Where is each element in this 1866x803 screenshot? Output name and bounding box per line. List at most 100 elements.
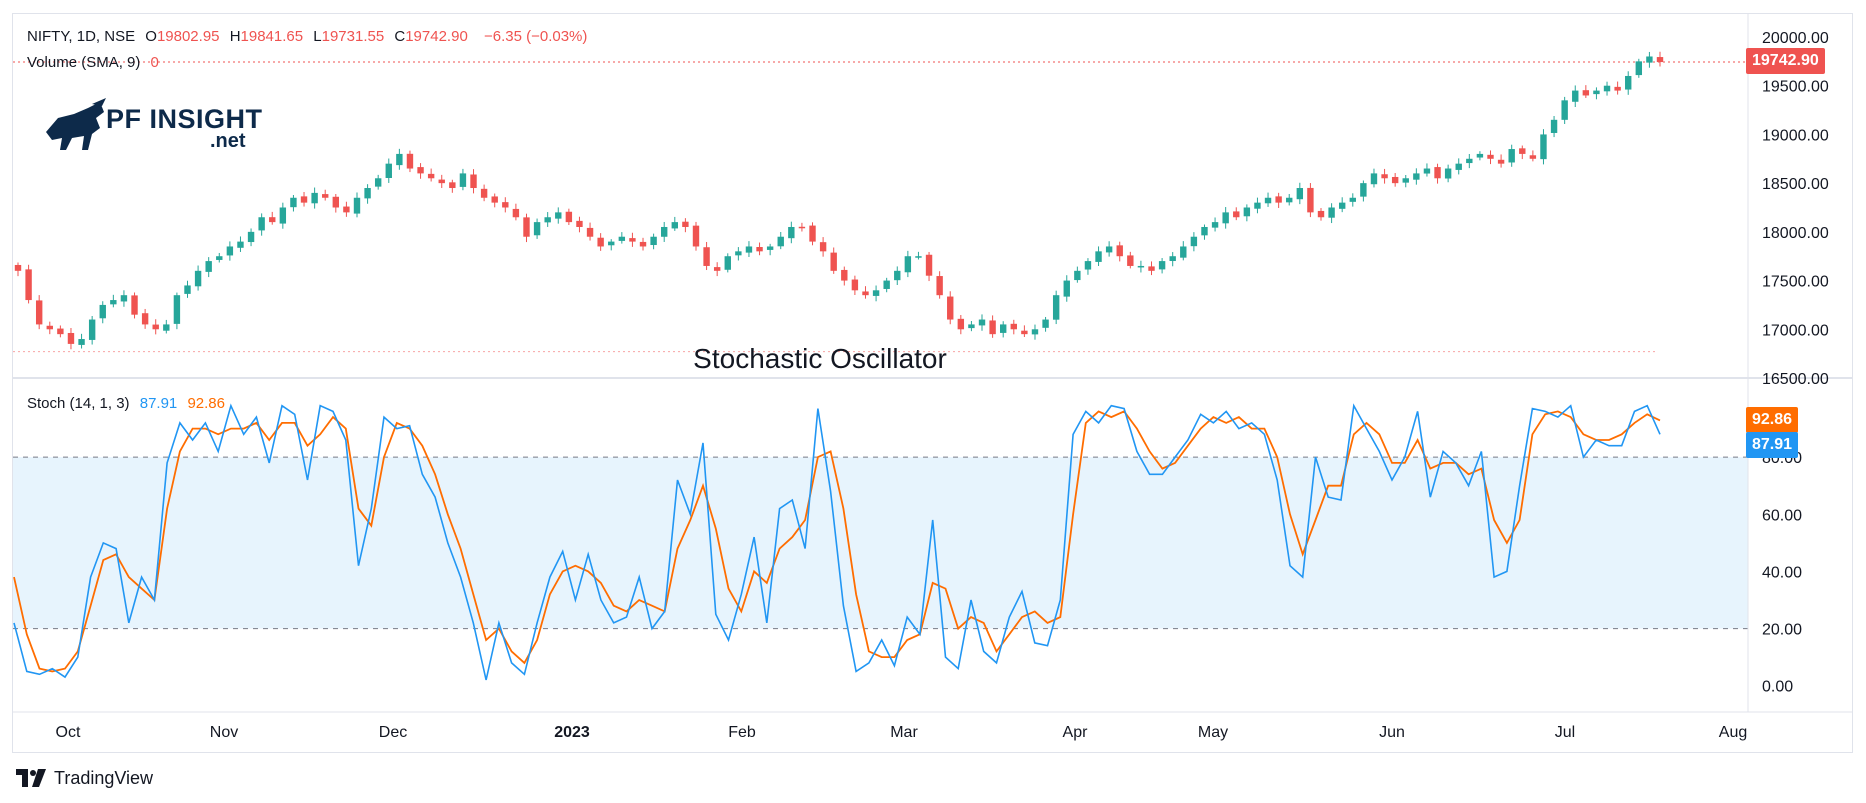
candle <box>1307 183 1314 218</box>
stoch-d-tag-text: 92.86 <box>1752 411 1793 428</box>
candle <box>724 253 731 273</box>
candle-body <box>247 231 255 243</box>
candle-body <box>618 236 626 241</box>
candle <box>269 211 276 225</box>
candle-body <box>1233 211 1240 218</box>
candle-body <box>279 207 287 224</box>
candle-body <box>427 173 435 179</box>
time-axis[interactable]: Oct Nov Dec 2023 Feb Mar Apr May Jun Jul Aug <box>56 724 1748 741</box>
price-axis[interactable]: 20000.00 19500.00 19000.00 18500.00 18000.00… <box>1762 30 1829 388</box>
candle <box>300 191 308 207</box>
candle <box>1317 208 1325 221</box>
candle-body <box>957 318 965 330</box>
candle-body <box>216 256 223 260</box>
candle-body <box>1042 319 1049 328</box>
candle <box>470 169 477 194</box>
candle <box>1455 158 1462 175</box>
candle-body <box>1180 246 1187 258</box>
high-label: H <box>229 28 241 45</box>
candle-body <box>353 197 361 214</box>
candle-body <box>88 319 96 340</box>
candle-body <box>449 182 456 189</box>
candle <box>120 290 128 307</box>
volume-legend[interactable]: Volume (SMA, 9) 0 <box>27 54 165 71</box>
stoch-d-tag: 92.86 <box>1746 407 1799 433</box>
candle-body <box>523 217 530 237</box>
candle <box>1434 163 1441 184</box>
candle-body <box>417 167 424 174</box>
price-tick-label: 18000.00 <box>1762 225 1829 242</box>
stoch-label: Stoch (14, 1, 3) <box>27 395 130 412</box>
candle <box>777 231 784 250</box>
candle <box>173 292 181 330</box>
stoch-tick-label: 60.00 <box>1762 507 1802 524</box>
candle <box>523 213 530 243</box>
candle-body <box>703 247 710 266</box>
candle-body <box>438 179 445 184</box>
stoch-k-tag: 87.91 <box>1746 432 1799 458</box>
stoch-pane[interactable] <box>13 403 1748 681</box>
candle-body <box>713 267 721 271</box>
candle <box>1158 258 1166 274</box>
candle-body <box>1603 85 1611 92</box>
price-pane[interactable] <box>13 51 1765 353</box>
candle <box>67 327 75 350</box>
symbol-legend[interactable]: NIFTY, 1D, NSE O19802.95 H19841.65 L1973… <box>27 28 593 45</box>
candle <box>1010 319 1017 335</box>
candle <box>576 216 583 233</box>
candle-body <box>1391 176 1399 184</box>
footer[interactable]: TradingView <box>16 766 153 790</box>
candle <box>194 265 202 291</box>
candle <box>936 271 943 299</box>
candle-body <box>639 241 647 247</box>
candle-body <box>459 173 467 187</box>
candle <box>692 221 700 251</box>
candle <box>1084 258 1092 275</box>
candle <box>35 295 43 330</box>
candle-body <box>851 279 859 291</box>
stoch-legend[interactable]: Stoch (14, 1, 3) 87.91 92.86 <box>27 395 231 412</box>
stoch-band <box>13 457 1748 629</box>
candle <box>184 280 191 298</box>
candle <box>957 315 965 335</box>
candle-body <box>269 217 276 223</box>
candle-body <box>1593 90 1600 95</box>
stoch-tick-label: 0.00 <box>1762 679 1793 696</box>
candle <box>88 315 96 345</box>
time-tick-label: Dec <box>379 724 407 741</box>
candle <box>608 239 615 251</box>
stoch-k-line <box>13 403 1661 681</box>
candle <box>364 184 371 204</box>
candle-body <box>1084 261 1092 270</box>
candle-body <box>883 280 890 289</box>
candle-body <box>788 226 795 239</box>
stoch-d-value: 92.86 <box>187 395 225 412</box>
candle <box>629 232 636 247</box>
candle-body <box>745 246 753 253</box>
candle <box>1052 290 1060 325</box>
candle <box>1116 241 1123 262</box>
pf-insight-logo: PF INSIGHT .net <box>44 98 274 156</box>
candle <box>1021 325 1028 338</box>
candle <box>533 218 541 239</box>
candle <box>1190 232 1198 252</box>
candle-body <box>502 202 509 208</box>
candle <box>1603 81 1611 96</box>
candle <box>311 187 318 209</box>
candle <box>1391 173 1399 187</box>
candle-body <box>555 212 562 219</box>
candle <box>1572 85 1579 108</box>
time-tick-label: Nov <box>210 724 238 741</box>
candle-body <box>14 264 22 271</box>
price-tick-label: 16500.00 <box>1762 371 1829 388</box>
candle-body <box>512 208 520 218</box>
candle <box>46 321 53 335</box>
candle <box>1370 168 1378 188</box>
candle <box>396 148 403 170</box>
candle <box>1074 266 1081 283</box>
open-label: O <box>145 28 157 45</box>
candle <box>894 266 901 285</box>
candle <box>99 301 106 324</box>
